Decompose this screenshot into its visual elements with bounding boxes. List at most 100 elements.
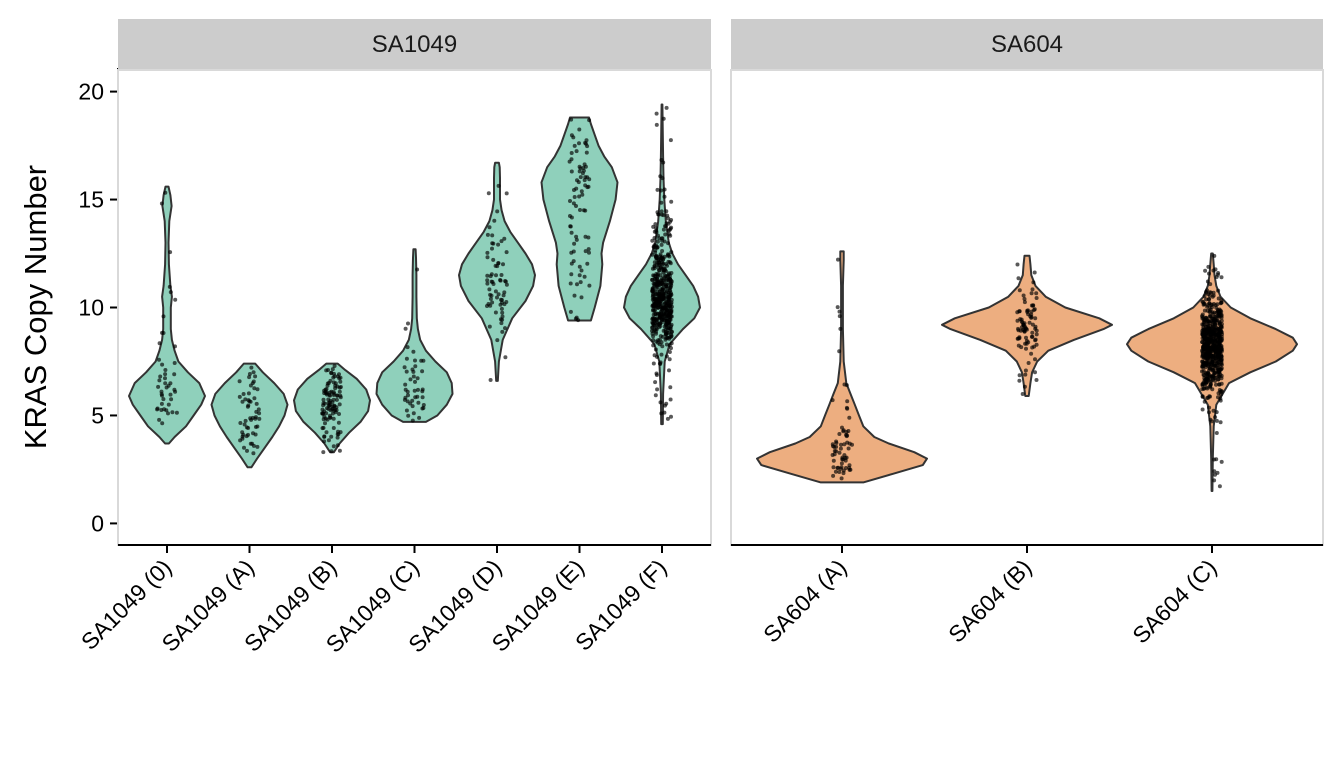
- data-point: [1017, 335, 1022, 340]
- data-point: [161, 314, 166, 319]
- data-point: [666, 221, 671, 226]
- data-point: [847, 463, 852, 468]
- data-point: [244, 425, 249, 430]
- data-point: [404, 408, 409, 413]
- data-point: [1205, 303, 1210, 308]
- data-point: [488, 303, 493, 308]
- data-point: [1202, 294, 1207, 299]
- data-point: [420, 395, 425, 400]
- data-point: [1019, 345, 1024, 350]
- data-point: [667, 357, 672, 362]
- data-point: [1208, 383, 1213, 388]
- data-point: [255, 444, 260, 449]
- data-point: [321, 401, 326, 406]
- data-point: [490, 300, 495, 305]
- data-point: [582, 274, 587, 279]
- data-point: [1023, 368, 1028, 373]
- data-point: [844, 455, 849, 460]
- data-point: [653, 328, 657, 332]
- data-point: [568, 309, 573, 314]
- data-point: [1215, 470, 1220, 475]
- data-point: [496, 242, 501, 247]
- data-point: [662, 194, 667, 199]
- data-point: [493, 289, 498, 294]
- y-tick-label: 5: [91, 402, 104, 428]
- data-point: [410, 404, 415, 409]
- data-point: [1034, 328, 1039, 333]
- data-point: [659, 212, 664, 217]
- data-point: [665, 416, 670, 421]
- data-point: [1213, 267, 1218, 272]
- data-point: [661, 227, 666, 232]
- data-point: [331, 426, 336, 430]
- data-point: [168, 392, 173, 397]
- data-point: [1210, 331, 1215, 336]
- data-point: [1201, 355, 1206, 360]
- data-point: [651, 273, 656, 278]
- data-point: [323, 387, 328, 392]
- data-point: [499, 273, 504, 277]
- data-point: [1218, 396, 1223, 401]
- facet-strip: [118, 19, 711, 69]
- data-point: [579, 268, 584, 273]
- data-point: [1208, 346, 1213, 350]
- data-point: [322, 414, 327, 419]
- data-point: [660, 236, 665, 241]
- data-point: [160, 362, 165, 367]
- data-point: [255, 387, 260, 392]
- data-point: [498, 302, 503, 307]
- data-point: [831, 465, 836, 470]
- data-point: [246, 391, 251, 396]
- data-point: [1213, 322, 1218, 327]
- data-point: [1218, 337, 1223, 342]
- data-point: [155, 406, 160, 411]
- data-point: [663, 232, 668, 237]
- data-point: [1217, 382, 1222, 387]
- data-point: [668, 138, 673, 143]
- data-point: [654, 339, 659, 344]
- data-point: [332, 374, 337, 379]
- data-point: [501, 293, 506, 298]
- data-point: [1017, 378, 1022, 383]
- data-point: [502, 290, 507, 295]
- data-point: [1216, 329, 1221, 334]
- data-point: [403, 395, 408, 400]
- data-point: [1029, 291, 1034, 296]
- data-point: [583, 234, 588, 239]
- data-point: [651, 304, 656, 309]
- violin: [458, 161, 536, 382]
- data-point: [491, 241, 496, 246]
- data-point: [653, 347, 658, 352]
- data-point: [662, 187, 667, 192]
- data-point: [653, 222, 658, 227]
- data-point: [664, 354, 669, 359]
- data-point: [1210, 367, 1215, 372]
- data-point: [659, 309, 664, 314]
- data-point: [830, 398, 835, 403]
- data-point: [659, 242, 664, 247]
- data-point: [323, 421, 327, 426]
- data-point: [659, 318, 664, 323]
- data-point: [504, 191, 509, 196]
- data-point: [668, 397, 673, 402]
- data-point: [1215, 307, 1220, 312]
- data-point: [655, 321, 660, 326]
- data-point: [485, 250, 490, 255]
- data-point: [493, 310, 498, 315]
- data-point: [504, 250, 509, 255]
- data-point: [580, 192, 585, 197]
- data-point: [1219, 459, 1224, 464]
- data-point: [247, 372, 252, 376]
- data-point: [1026, 312, 1031, 317]
- data-point: [581, 165, 586, 170]
- data-point: [242, 445, 246, 450]
- data-point: [655, 354, 659, 359]
- data-point: [834, 439, 839, 444]
- data-point: [1213, 415, 1218, 420]
- data-point: [666, 259, 671, 264]
- data-point: [667, 350, 672, 354]
- data-point: [325, 381, 330, 386]
- data-point: [655, 297, 659, 301]
- data-point: [166, 411, 170, 416]
- data-point: [504, 282, 509, 287]
